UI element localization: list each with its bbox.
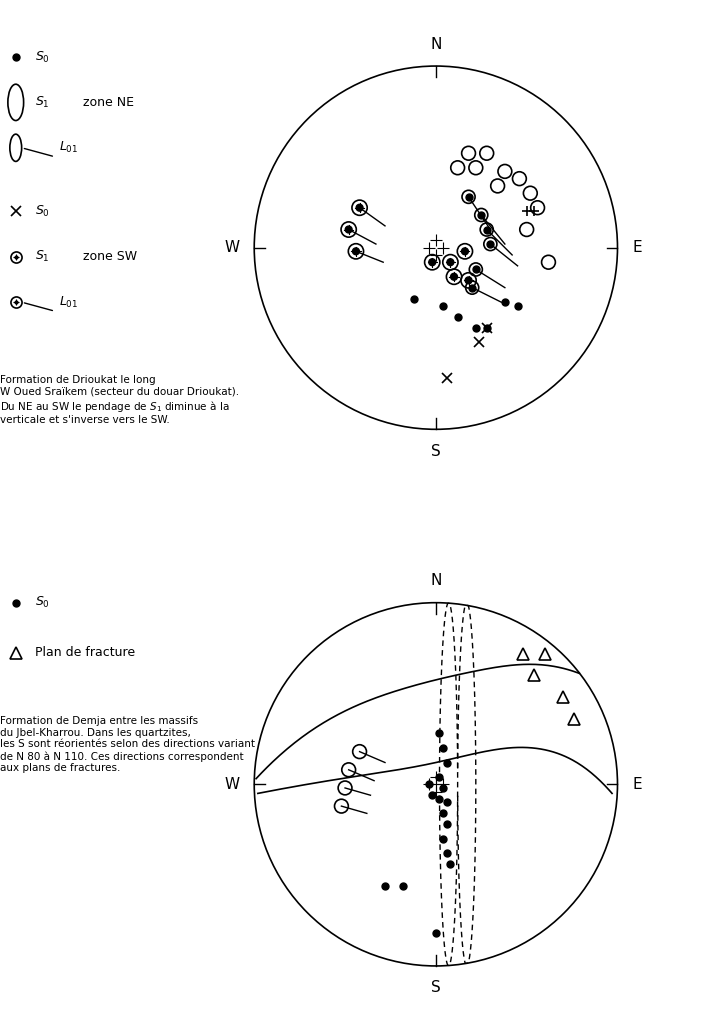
Circle shape (345, 226, 352, 233)
Text: $S_0$: $S_0$ (35, 50, 51, 65)
Circle shape (447, 259, 454, 265)
Text: Plan de fracture: Plan de fracture (35, 646, 136, 659)
Text: Formation de Demja entre les massifs
du Jbel-Kharrou. Dans les quartzites,
les S: Formation de Demja entre les massifs du … (0, 716, 255, 773)
Circle shape (352, 248, 359, 255)
Text: $L_{01}$: $L_{01}$ (59, 140, 78, 156)
Text: $L_{01}$: $L_{01}$ (59, 294, 78, 310)
Text: $S_0$: $S_0$ (35, 595, 51, 610)
Text: N: N (430, 36, 441, 52)
Circle shape (356, 204, 363, 212)
Text: zone SW: zone SW (83, 251, 137, 263)
Circle shape (465, 277, 472, 284)
Text: $S_0$: $S_0$ (35, 203, 51, 219)
Text: $S_1$: $S_1$ (35, 95, 50, 110)
Text: S: S (431, 444, 441, 459)
Circle shape (451, 273, 458, 280)
Text: E: E (632, 777, 642, 792)
Text: S: S (431, 980, 441, 996)
Circle shape (461, 248, 468, 255)
Text: W: W (224, 240, 240, 255)
Text: N: N (430, 573, 441, 588)
Text: E: E (632, 240, 642, 255)
Text: zone NE: zone NE (83, 96, 134, 108)
Text: Formation de Drioukat le long
W Oued Sraïkem (secteur du douar Drioukat).
Du NE : Formation de Drioukat le long W Oued Sra… (0, 375, 239, 425)
Circle shape (429, 259, 436, 265)
Text: $S_1$: $S_1$ (35, 249, 50, 264)
Text: W: W (224, 777, 240, 792)
